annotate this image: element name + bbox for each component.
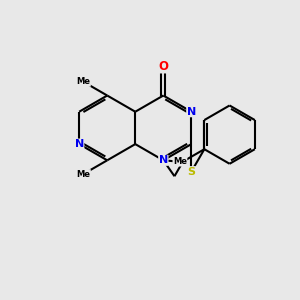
Text: N: N (159, 155, 168, 165)
Text: Me: Me (76, 77, 90, 86)
Text: Me: Me (76, 169, 90, 178)
Text: Me: Me (173, 157, 187, 166)
Text: N: N (187, 107, 196, 117)
Text: N: N (75, 139, 84, 149)
Text: O: O (158, 60, 168, 73)
Text: S: S (188, 167, 195, 177)
